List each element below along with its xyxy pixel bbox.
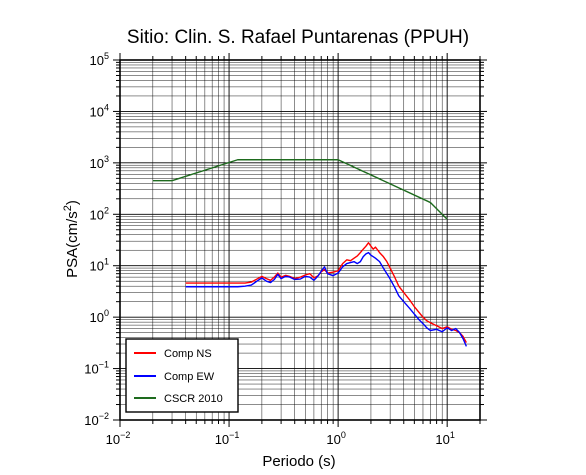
grid bbox=[119, 59, 481, 421]
y-tick-label: 105 bbox=[90, 51, 109, 68]
series-line-comp-ew bbox=[185, 251, 468, 347]
y-tick-label: 104 bbox=[90, 102, 109, 119]
x-axis-title: Periodo (s) bbox=[262, 453, 335, 470]
y-axis-title-sup: 2 bbox=[62, 205, 74, 211]
axis-ticks bbox=[113, 53, 487, 427]
y-axis-title: PSA(cm/s2) bbox=[62, 200, 81, 278]
y-axis-title-end: ) bbox=[64, 200, 81, 205]
x-tick-label: 100 bbox=[326, 430, 345, 447]
tick-labels: 10−2 10−1 100 101 10−2 10−1 100 101 102 103 104 105 bbox=[84, 51, 455, 447]
legend: Comp NS Comp EW CSCR 2010 bbox=[125, 338, 239, 413]
legend-label: Comp EW bbox=[164, 371, 215, 383]
legend-label: CSCR 2010 bbox=[164, 393, 223, 405]
y-tick-label: 101 bbox=[90, 257, 109, 274]
y-tick-label: 103 bbox=[90, 154, 109, 171]
y-tick-label: 10−1 bbox=[84, 360, 109, 377]
series-lines bbox=[152, 159, 468, 347]
legend-label: Comp NS bbox=[164, 348, 212, 360]
series-line-cscr-2010 bbox=[152, 159, 448, 220]
series-line-comp-ns bbox=[185, 242, 467, 343]
plot-frame bbox=[119, 59, 481, 421]
y-axis-title-base: PSA(cm/s bbox=[64, 211, 81, 278]
x-tick-label: 101 bbox=[435, 430, 454, 447]
legend-entries: Comp NS Comp EW CSCR 2010 bbox=[134, 348, 223, 405]
x-tick-label: 10−1 bbox=[215, 430, 240, 447]
chart-title: Sitio: Clin. S. Rafael Puntarenas (PPUH) bbox=[127, 27, 469, 48]
x-tick-label: 10−2 bbox=[106, 430, 131, 447]
y-tick-label: 10−2 bbox=[84, 411, 109, 428]
y-tick-label: 102 bbox=[90, 205, 109, 222]
y-tick-label: 100 bbox=[90, 308, 109, 325]
